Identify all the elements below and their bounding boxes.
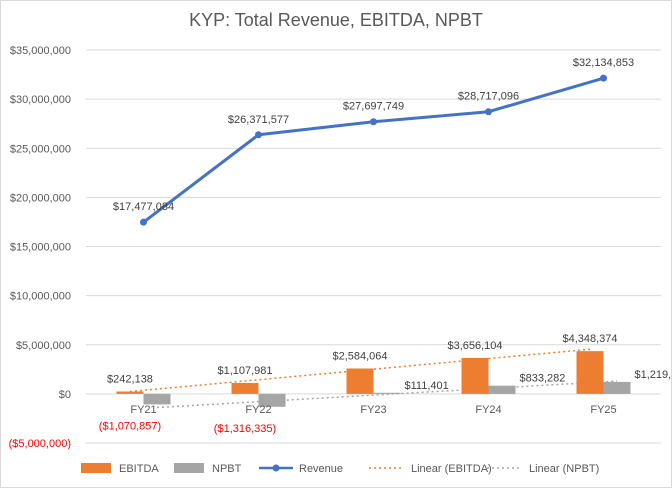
gridlines xyxy=(86,49,661,444)
npbt-data-label: ($1,316,335) xyxy=(214,423,276,435)
npbt-data-label: ($1,070,857) xyxy=(99,420,161,432)
y-tick-label: $0 xyxy=(59,389,71,401)
legend-swatch-npbt xyxy=(174,463,204,473)
x-tick-label: FY21 xyxy=(130,404,156,416)
ebitda-bar xyxy=(576,351,604,394)
revenue-point xyxy=(370,118,377,126)
revenue-data-label: $17,477,084 xyxy=(113,201,174,213)
y-tick-label: $10,000,000 xyxy=(10,291,71,303)
ebitda-bar xyxy=(461,357,489,394)
y-tick-label: $5,000,000 xyxy=(16,340,71,352)
y-tick-label: $20,000,000 xyxy=(10,192,71,204)
legend-label-trend-ebitda: Linear (EBITDA) xyxy=(411,463,492,475)
y-tick-label: $25,000,000 xyxy=(10,143,71,155)
ebitda-data-label: $4,348,374 xyxy=(562,333,617,345)
ebitda-bar xyxy=(116,391,144,394)
x-tick-label: FY22 xyxy=(245,404,271,416)
npbt-data-label: $833,282 xyxy=(520,373,566,385)
y-axis-ticks: ($5,000,000) $0 $5,000,000 $10,000,000 $15,0… xyxy=(9,45,71,450)
y-tick-label: $35,000,000 xyxy=(10,45,71,57)
npbt-data-label: $1,219,351 xyxy=(635,369,672,381)
revenue-point xyxy=(485,108,492,116)
revenue-data-label: $26,371,577 xyxy=(228,114,289,126)
revenue-point xyxy=(140,218,147,226)
data-labels: $17,477,084 $26,371,577 $27,697,749 $28,717… xyxy=(99,57,671,435)
revenue-point xyxy=(255,131,262,139)
revenue-data-label: $27,697,749 xyxy=(343,101,404,113)
ebitda-bar xyxy=(346,368,374,394)
npbt-bar xyxy=(258,393,286,407)
ebitda-data-label: $3,656,104 xyxy=(447,340,502,352)
x-tick-label: FY23 xyxy=(360,404,386,416)
y-tick-label: $30,000,000 xyxy=(10,94,71,106)
npbt-data-label: $111,401 xyxy=(405,380,449,392)
npbt-bar xyxy=(373,392,401,394)
trendline-npbt xyxy=(156,380,618,409)
x-tick-label: FY24 xyxy=(475,404,501,416)
revenue-point xyxy=(600,74,607,82)
ebitda-data-label: $242,138 xyxy=(107,373,153,385)
npbt-bar xyxy=(603,381,631,394)
y-tick-label: ($5,000,000) xyxy=(9,438,71,450)
x-tick-label: FY25 xyxy=(590,404,616,416)
legend-marker-revenue xyxy=(272,464,280,472)
npbt-bar xyxy=(488,385,516,394)
revenue-data-label: $28,717,096 xyxy=(458,91,519,103)
y-tick-label: $15,000,000 xyxy=(10,242,71,254)
legend-label-npbt: NPBT xyxy=(212,463,242,475)
legend-swatch-ebitda xyxy=(81,463,111,473)
legend-label-revenue: Revenue xyxy=(299,463,343,475)
legend-label-ebitda: EBITDA xyxy=(119,463,159,475)
revenue-data-label: $32,134,853 xyxy=(573,57,634,69)
ebitda-data-label: $1,107,981 xyxy=(217,365,272,377)
ebitda-bar xyxy=(231,382,259,394)
npbt-bar xyxy=(143,393,171,405)
chart-title: KYP: Total Revenue, EBITDA, NPBT xyxy=(189,10,483,30)
revenue-line-series xyxy=(140,74,607,226)
x-axis-ticks: FY21 FY22 FY23 FY24 FY25 xyxy=(130,404,616,416)
legend: EBITDA NPBT Revenue Linear (EBITDA) Linear (… xyxy=(81,463,599,475)
legend-label-trend-npbt: Linear (NPBT) xyxy=(529,463,599,475)
ebitda-data-label: $2,584,064 xyxy=(332,350,387,362)
bar-series xyxy=(116,351,631,407)
